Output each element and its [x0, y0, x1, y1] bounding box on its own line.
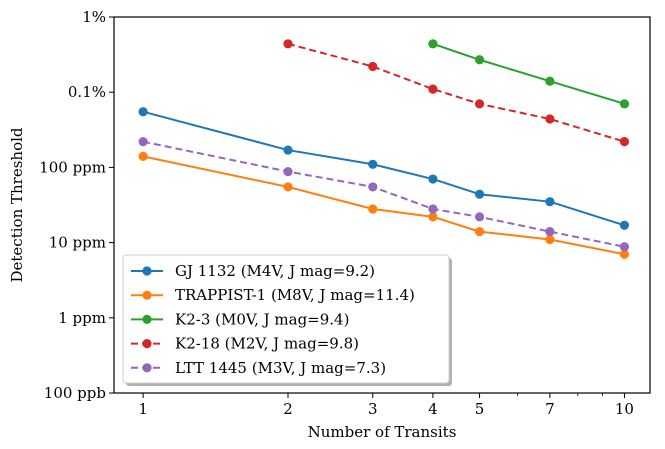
legend-label: GJ 1132 (M4V, J mag=9.2): [175, 262, 375, 280]
legend-item-ltt-1445-m3v-j-mag-7-3: LTT 1445 (M3V, J mag=7.3): [131, 359, 386, 377]
legend-item-k2-18-m2v-j-mag-9-8: K2-18 (M2V, J mag=9.8): [131, 335, 359, 353]
series-layer: [138, 39, 630, 259]
data-point: [368, 204, 378, 214]
x-axis-title: Number of Transits: [308, 423, 457, 441]
data-point: [545, 114, 555, 124]
series-line: [142, 110, 625, 227]
x-tick-label: 7: [545, 400, 555, 418]
data-point: [368, 61, 378, 72]
legend-box: [122, 254, 450, 384]
data-point: [283, 182, 293, 192]
x-tick-label: 4: [428, 400, 438, 418]
legend-label: K2-18 (M2V, J mag=9.8): [175, 335, 359, 353]
x-tick-label: 2: [283, 400, 293, 418]
data-point: [283, 145, 293, 155]
legend-marker: [142, 339, 152, 349]
legend-item-k2-3-m0v-j-mag-9-4: K2-3 (M0V, J mag=9.4): [131, 310, 349, 328]
data-point: [545, 197, 555, 207]
legend-item-gj-1132-m4v-j-mag-9-2: GJ 1132 (M4V, J mag=9.2): [131, 262, 375, 280]
data-point: [428, 174, 438, 184]
data-point: [474, 227, 485, 237]
data-point: [428, 204, 438, 214]
data-point: [474, 55, 485, 65]
plot-frame: [113, 16, 651, 394]
legend-item-trappist-1-m8v-j-mag-11-4: TRAPPIST-1 (M8V, J mag=11.4): [131, 286, 415, 304]
data-point: [138, 107, 148, 117]
series-trappist-1-m8v-j-mag-11-4: [138, 151, 630, 259]
legend-entries: GJ 1132 (M4V, J mag=9.2) TRAPPIST-1 (M8V,…: [131, 262, 415, 377]
legend-marker: [142, 266, 152, 276]
tick-layer: 1 2 3 4 5 7 10 100 ppb 1 ppm 10 ppm 100 ppm 0.1% 1%: [39, 8, 634, 418]
series-k2-3-m0v-j-mag-9-4: [428, 39, 630, 109]
legend-marker: [142, 314, 152, 324]
legend-label: TRAPPIST-1 (M8V, J mag=11.4): [175, 286, 415, 304]
legend-marker: [142, 290, 152, 300]
y-tick-label: 1 ppm: [58, 309, 106, 327]
x-tick-label: 3: [368, 400, 378, 418]
legend: GJ 1132 (M4V, J mag=9.2) TRAPPIST-1 (M8V,…: [122, 254, 452, 386]
data-point: [138, 137, 148, 147]
x-tick-label: 5: [475, 400, 485, 418]
series-k2-18-m2v-j-mag-9-8: [283, 39, 630, 147]
series-gj-1132-m4v-j-mag-9-2: [138, 107, 630, 230]
data-point: [545, 234, 555, 245]
data-point: [619, 220, 630, 230]
x-tick-label: 10: [615, 400, 634, 418]
data-point: [428, 84, 438, 94]
series-ltt-1445-m3v-j-mag-7-3: [138, 137, 630, 252]
data-point: [474, 212, 485, 222]
data-point: [619, 137, 630, 147]
data-point: [368, 159, 378, 169]
data-point: [138, 151, 148, 162]
y-tick-label: 100 ppb: [44, 384, 106, 402]
data-point: [619, 242, 630, 252]
y-tick-label: 1%: [82, 8, 106, 26]
y-tick-label: 0.1%: [68, 83, 106, 101]
data-point: [428, 39, 438, 49]
data-point: [428, 212, 438, 222]
data-point: [368, 182, 378, 192]
data-point: [474, 99, 485, 109]
y-tick-label: 10 ppm: [49, 234, 106, 252]
legend-marker: [142, 363, 152, 373]
series-line: [432, 42, 625, 105]
data-point: [283, 166, 293, 177]
data-point: [283, 39, 293, 49]
series-line: [287, 42, 625, 143]
y-tick-label: 100 ppm: [39, 158, 106, 176]
legend-label: LTT 1445 (M3V, J mag=7.3): [175, 359, 386, 377]
data-point: [619, 249, 630, 259]
data-point: [619, 99, 630, 109]
data-point: [545, 227, 555, 237]
data-point: [474, 189, 485, 199]
legend-label: K2-3 (M0V, J mag=9.4): [175, 310, 349, 328]
x-tick-label: 1: [138, 400, 148, 418]
data-point: [545, 76, 555, 86]
y-axis-title: Detection Threshold: [8, 127, 26, 282]
